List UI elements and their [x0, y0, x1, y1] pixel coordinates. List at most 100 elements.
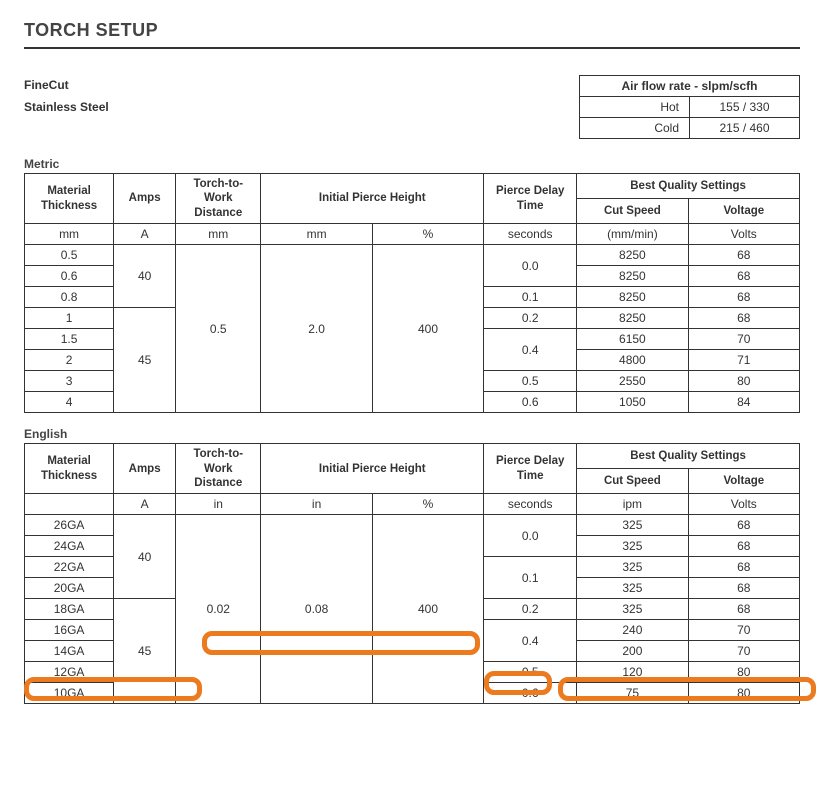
col-bqs: Best Quality Settings — [577, 444, 800, 469]
unit-cs: ipm — [577, 494, 688, 515]
cell-pdt: 0.0 — [484, 515, 577, 557]
col-pdt: Pierce Delay Time — [484, 174, 577, 224]
cell-amps: 45 — [114, 599, 176, 704]
product-name: FineCut — [24, 75, 109, 97]
cell-pdt: 0.1 — [484, 287, 577, 308]
cell-voltage: 70 — [688, 620, 799, 641]
cell-material: 16GA — [25, 620, 114, 641]
airflow-hot-label: Hot — [580, 97, 690, 118]
cell-pdt: 0.5 — [484, 371, 577, 392]
cell-material: 26GA — [25, 515, 114, 536]
cell-voltage: 70 — [688, 641, 799, 662]
cell-voltage: 68 — [688, 266, 799, 287]
header-row: FineCut Stainless Steel Air flow rate - … — [24, 75, 800, 139]
col-pdt: Pierce Delay Time — [484, 444, 577, 494]
cell-voltage: 84 — [688, 392, 799, 413]
cell-cutspeed: 8250 — [577, 245, 688, 266]
cell-voltage: 68 — [688, 308, 799, 329]
cell-material: 14GA — [25, 641, 114, 662]
unit-v: Volts — [688, 224, 799, 245]
cell-voltage: 68 — [688, 287, 799, 308]
cell-material: 2 — [25, 350, 114, 371]
cell-pdt: 0.4 — [484, 620, 577, 662]
cell-cutspeed: 2550 — [577, 371, 688, 392]
cell-cutspeed: 8250 — [577, 266, 688, 287]
col-cutspeed: Cut Speed — [577, 469, 688, 494]
cell-dist: 0.02 — [176, 515, 261, 704]
cell-material: 22GA — [25, 557, 114, 578]
unit-iphm: in — [261, 494, 372, 515]
airflow-table: Air flow rate - slpm/scfh Hot 155 / 330 … — [579, 75, 800, 139]
cell-material: 1 — [25, 308, 114, 329]
cell-cutspeed: 1050 — [577, 392, 688, 413]
cell-cutspeed: 8250 — [577, 308, 688, 329]
english-label: English — [24, 427, 800, 441]
cell-voltage: 68 — [688, 599, 799, 620]
cell-material: 0.5 — [25, 245, 114, 266]
page-title: TORCH SETUP — [24, 20, 800, 49]
metric-table: Material ThicknessAmpsTorch-to-Work Dist… — [24, 173, 800, 413]
cell-voltage: 80 — [688, 371, 799, 392]
cell-cutspeed: 120 — [577, 662, 688, 683]
cell-material: 3 — [25, 371, 114, 392]
cell-cutspeed: 325 — [577, 599, 688, 620]
cell-iph-pc: 400 — [372, 245, 483, 413]
page: TORCH SETUP FineCut Stainless Steel Air … — [24, 20, 800, 704]
cell-material: 4 — [25, 392, 114, 413]
cell-voltage: 80 — [688, 683, 799, 704]
col-material: Material Thickness — [25, 174, 114, 224]
cell-material: 10GA — [25, 683, 114, 704]
cell-material: 0.8 — [25, 287, 114, 308]
unit-dist: mm — [176, 224, 261, 245]
cell-iph-pc: 400 — [372, 515, 483, 704]
cell-cutspeed: 75 — [577, 683, 688, 704]
cell-iph-mm: 0.08 — [261, 515, 372, 704]
unit-dist: in — [176, 494, 261, 515]
col-dist: Torch-to-Work Distance — [176, 174, 261, 224]
cell-cutspeed: 4800 — [577, 350, 688, 371]
airflow-cold-label: Cold — [580, 118, 690, 139]
airflow-cold-value: 215 / 460 — [690, 118, 800, 139]
cell-material: 1.5 — [25, 329, 114, 350]
unit-iphp: % — [372, 494, 483, 515]
cell-pdt: 0.4 — [484, 329, 577, 371]
cell-pdt: 0.1 — [484, 557, 577, 599]
cell-pdt: 0.5 — [484, 662, 577, 683]
cell-voltage: 68 — [688, 245, 799, 266]
cell-pdt: 0.0 — [484, 245, 577, 287]
cell-iph-mm: 2.0 — [261, 245, 372, 413]
unit-pdt: seconds — [484, 224, 577, 245]
cell-amps: 45 — [114, 308, 176, 413]
cell-material: 12GA — [25, 662, 114, 683]
col-bqs: Best Quality Settings — [577, 174, 800, 199]
cell-voltage: 68 — [688, 536, 799, 557]
unit-v: Volts — [688, 494, 799, 515]
airflow-hot-value: 155 / 330 — [690, 97, 800, 118]
cell-cutspeed: 325 — [577, 515, 688, 536]
cell-amps: 40 — [114, 515, 176, 599]
cell-cutspeed: 325 — [577, 536, 688, 557]
unit-iphp: % — [372, 224, 483, 245]
col-material: Material Thickness — [25, 444, 114, 494]
col-voltage: Voltage — [688, 469, 799, 494]
cell-voltage: 71 — [688, 350, 799, 371]
unit-mat — [25, 494, 114, 515]
metric-label: Metric — [24, 157, 800, 171]
col-voltage: Voltage — [688, 199, 799, 224]
unit-amps: A — [114, 494, 176, 515]
col-cutspeed: Cut Speed — [577, 199, 688, 224]
cell-cutspeed: 325 — [577, 578, 688, 599]
cell-material: 20GA — [25, 578, 114, 599]
cell-pdt: 0.2 — [484, 308, 577, 329]
table-row: 26GA400.020.084000.032568 — [25, 515, 800, 536]
english-table: Material ThicknessAmpsTorch-to-Work Dist… — [24, 443, 800, 704]
table-row: 0.5400.52.04000.0825068 — [25, 245, 800, 266]
product-material: Stainless Steel — [24, 97, 109, 119]
col-iph: Initial Pierce Height — [261, 444, 484, 494]
cell-cutspeed: 325 — [577, 557, 688, 578]
cell-voltage: 68 — [688, 515, 799, 536]
col-amps: Amps — [114, 444, 176, 494]
airflow-header: Air flow rate - slpm/scfh — [580, 76, 800, 97]
unit-pdt: seconds — [484, 494, 577, 515]
unit-iphm: mm — [261, 224, 372, 245]
